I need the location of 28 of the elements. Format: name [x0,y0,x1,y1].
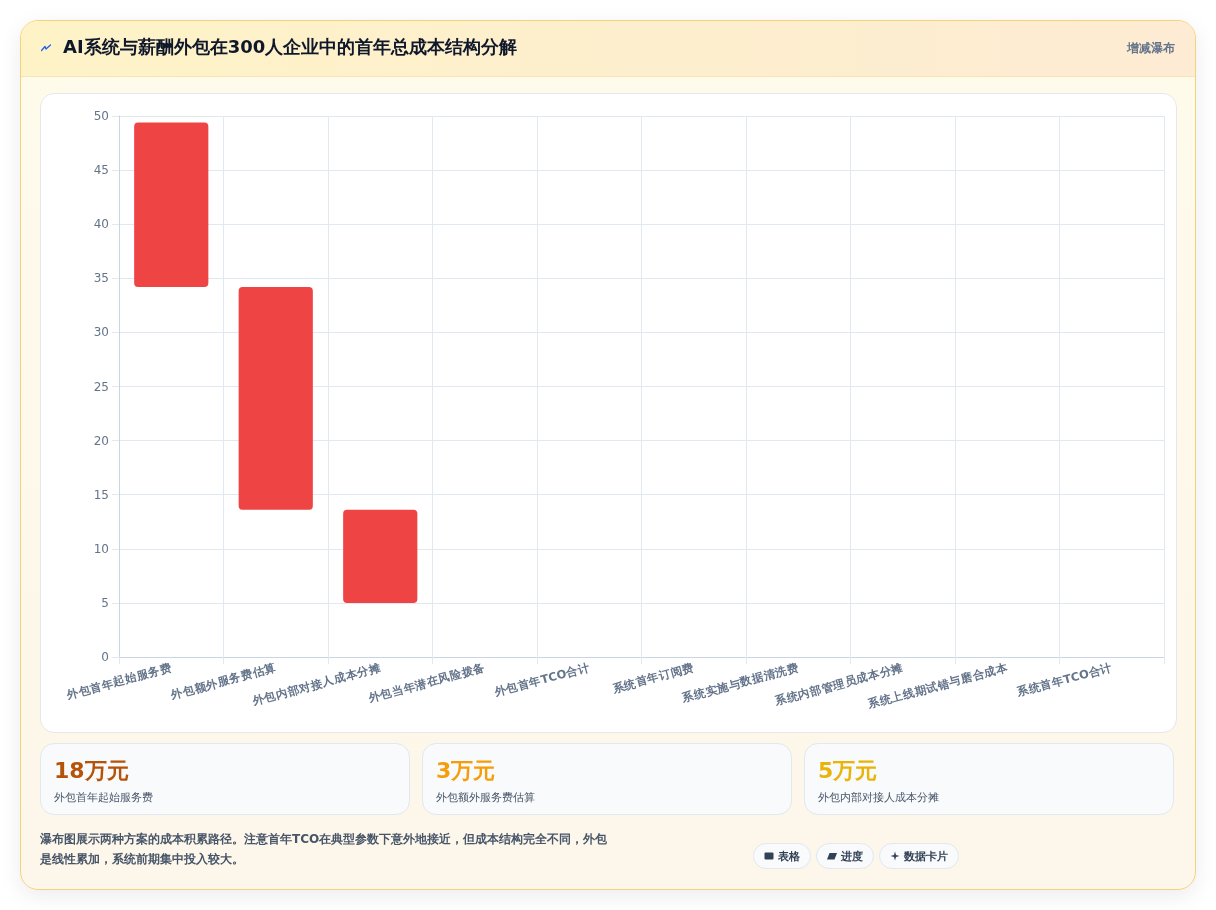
x-tick-label: 外包首年TCO合计 [491,660,592,700]
text: 瀑布图展示两种方案的成本积累路径。注意首年TCO在典型参数下意外地接近，但成本结构完全不同，外包是线性累加，系统前期集中投入较大。 [40,831,609,868]
chip-button: 表格 [753,843,811,869]
y-tick-label: 50 [93,109,109,123]
chip-button: 进度 [816,843,874,869]
bar [238,286,313,510]
text: 外包额外服务费估算 [436,790,535,805]
y-tick-label: 40 [93,217,109,232]
bar [134,122,209,287]
chart-title: AI系统与薪酬外包在300人企业中的首年总成本结构分解 [63,35,518,59]
text: 18万元 [54,757,129,785]
y-tick-label: 25 [93,379,109,394]
y-tick-label: 10 [93,541,109,556]
text: 外包内部对接人成本分摊 [818,790,939,805]
text: 外包首年起始服务费 [54,790,153,805]
x-tick-label: 系统首年TCO合计 [1014,660,1114,700]
bar [343,509,418,603]
y-tick-label: 35 [93,271,109,286]
chip-button: 数据卡片 [879,843,959,869]
y-tick-label: 5 [101,595,109,610]
text: 3万元 [436,757,496,785]
text: 5万元 [818,757,878,785]
y-tick-label: 15 [93,487,109,502]
y-tick-label: 20 [93,433,109,448]
y-tick-label: 45 [93,163,109,178]
y-tick-label: 0 [101,650,109,664]
chart-subtitle: 增减瀑布 [1127,40,1175,57]
y-tick-label: 30 [93,325,109,340]
